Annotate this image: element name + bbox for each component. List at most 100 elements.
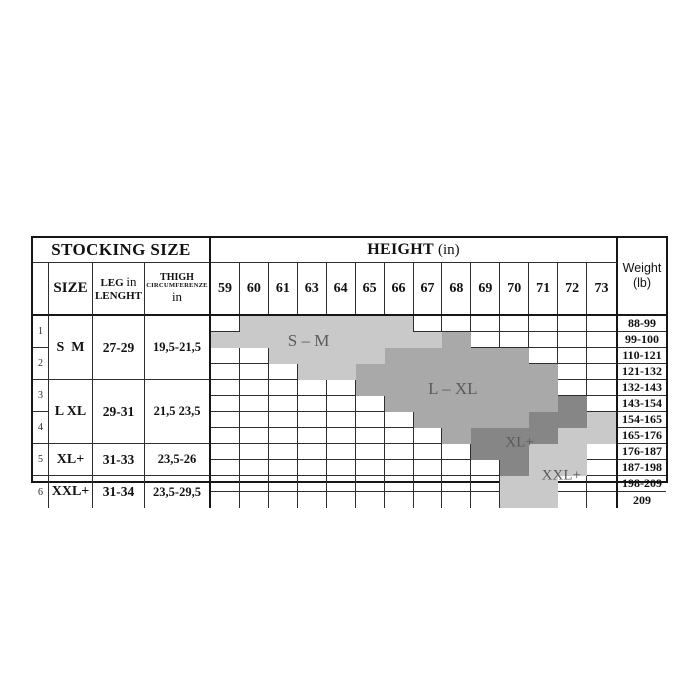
thigh-in-label: in <box>171 289 183 305</box>
size-region-segment <box>529 411 588 429</box>
matrix-cell <box>211 476 240 492</box>
leg-length-cell: 27-29 <box>93 316 144 380</box>
thigh-circumference-cell: 23,5-29,5 <box>153 484 201 499</box>
matrix-cell <box>587 476 616 492</box>
stocking-size-table: STOCKING SIZE HEIGHT (in) Weight (lb) SI… <box>31 236 668 509</box>
weight-values-column: 88-99 99-100 110-121 121-132 132-143 143-154 1… <box>618 316 666 508</box>
weight-value-cell: 209 <box>633 492 651 507</box>
leg-length-cell: 31-33 <box>93 444 144 476</box>
matrix-cell <box>297 476 327 492</box>
matrix-cell <box>385 492 414 508</box>
size-region-segment <box>268 347 385 365</box>
weight-value-cell: 88-99 <box>618 316 666 332</box>
size-region-segment <box>471 427 559 445</box>
weight-value-cell: 176-187 <box>618 444 666 460</box>
matrix-cell <box>587 364 616 380</box>
size-label-cell: L XL <box>49 380 92 444</box>
row-number-cell: 1 <box>33 316 48 348</box>
matrix-cell <box>326 428 356 444</box>
matrix-cell <box>529 348 559 364</box>
matrix-cell <box>558 364 588 380</box>
matrix-cell <box>529 316 559 332</box>
matrix-cell <box>500 316 530 332</box>
size-region-label: XXL+ <box>541 467 581 484</box>
size-region-segment <box>558 395 588 413</box>
matrix-cell <box>355 412 385 428</box>
matrix-cell <box>355 444 385 460</box>
matrix-cell <box>268 396 298 412</box>
thigh-circumference-cell: 21,5 23,5 <box>145 380 209 444</box>
size-region-segment <box>355 379 559 397</box>
leg-length-cell: 31-34 <box>102 484 135 499</box>
matrix-cell <box>442 476 472 492</box>
matrix-cell <box>211 444 240 460</box>
size-region-segment <box>442 427 472 445</box>
weight-value-cell: 154-165 <box>618 412 666 428</box>
weight-value-cell: 110-121 <box>618 348 666 364</box>
matrix-cell <box>239 364 269 380</box>
matrix-cell <box>268 412 298 428</box>
size-region-segment <box>500 491 559 509</box>
size-region-label: XL+ <box>505 434 534 451</box>
weight-value-cell: 143-154 <box>618 396 666 412</box>
weight-value-cell: 132-143 <box>618 380 666 396</box>
matrix-cell <box>211 412 240 428</box>
matrix-cell <box>269 492 298 508</box>
matrix-cell <box>413 316 443 332</box>
row-number-cell: 3 <box>33 380 48 412</box>
matrix-cell <box>268 444 298 460</box>
matrix-cell <box>558 380 588 396</box>
size-region-segment <box>297 363 356 381</box>
matrix-cell <box>587 444 616 460</box>
thigh-circumference-column-header: THIGH CIRCUMFERENZE in <box>145 263 211 316</box>
height-value-cell: 73 <box>594 280 609 296</box>
row-number-cell: 4 <box>33 412 48 444</box>
matrix-cell <box>326 396 356 412</box>
weight-value-cell: 198-209 <box>618 476 666 492</box>
matrix-cell <box>268 476 298 492</box>
matrix-cell <box>239 476 269 492</box>
weight-value-cell: 99-100 <box>618 332 666 348</box>
matrix-cell <box>239 380 269 396</box>
weight-header: Weight (lb) <box>618 238 666 316</box>
thigh-circumference-cell: 23,5-26 <box>145 444 209 476</box>
size-region-segment <box>471 443 530 461</box>
height-value-cell: 63 <box>298 263 327 314</box>
size-label-cell: XL+ <box>49 444 92 476</box>
matrix-cell <box>239 460 269 476</box>
matrix-cell <box>414 492 443 508</box>
matrix-cell <box>268 380 298 396</box>
matrix-cell <box>211 396 240 412</box>
row-number-cell: 5 <box>33 444 48 476</box>
matrix-cell <box>413 460 443 476</box>
row-number-cell: 6 <box>38 486 43 498</box>
size-column-header-label: SIZE <box>53 280 88 296</box>
matrix-cell <box>211 492 240 508</box>
matrix-cell <box>297 428 327 444</box>
weight-header-label: Weight <box>622 261 662 275</box>
height-header-label: HEIGHT <box>367 241 435 258</box>
matrix-cell <box>558 348 588 364</box>
size-region-segment <box>500 475 559 493</box>
size-region-label: L – XL <box>428 378 478 398</box>
size-region-segment <box>384 395 559 413</box>
matrix-cell <box>268 364 298 380</box>
matrix-cell <box>587 396 616 412</box>
size-region-segment <box>413 411 530 429</box>
matrix-cell <box>558 476 588 492</box>
matrix-cell <box>384 412 414 428</box>
matrix-cell <box>326 412 356 428</box>
matrix-cell <box>471 316 501 332</box>
matrix-cell <box>211 428 240 444</box>
matrix-cell <box>239 348 269 364</box>
matrix-cell <box>587 332 616 348</box>
matrix-cell <box>558 492 588 508</box>
matrix-cell <box>211 380 240 396</box>
blank-corner-cell <box>33 263 49 316</box>
size-region-label: S – M <box>287 330 330 350</box>
weight-value-cell: 121-132 <box>618 364 666 380</box>
matrix-cell <box>587 492 616 508</box>
